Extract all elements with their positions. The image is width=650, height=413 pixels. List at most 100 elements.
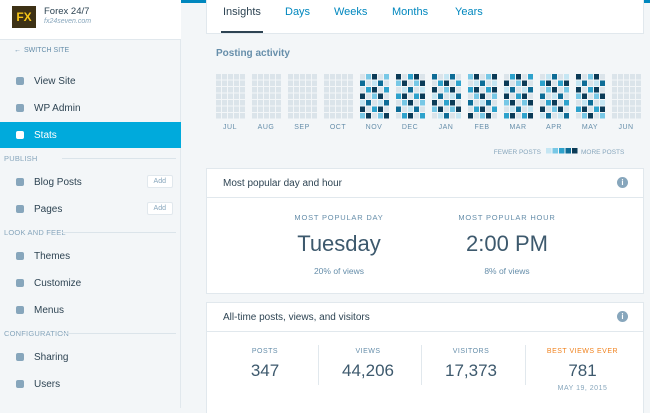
heatmap-cell [612, 106, 617, 112]
add-button[interactable]: Add [146, 175, 173, 188]
nav-item[interactable]: Pages Add [0, 196, 181, 222]
heatmap-cell [258, 106, 263, 112]
nav-item[interactable]: Blog Posts Add [0, 169, 181, 195]
nav-label: View Site [34, 75, 76, 87]
nav-label: Pages [34, 203, 63, 215]
nav-item[interactable]: Sharing [0, 344, 181, 370]
heatmap-cell [276, 80, 281, 86]
add-button[interactable]: Add [146, 202, 173, 215]
hour-value: 2:00 PM [466, 231, 548, 256]
heatmap-cell [330, 113, 335, 119]
heatmap-cell [528, 113, 533, 119]
heatmap-cell [540, 87, 545, 93]
day-label: MOST POPULAR DAY [294, 213, 384, 222]
heatmap-cell [618, 93, 623, 99]
tab[interactable]: Days [285, 6, 311, 18]
heatmap-cell [258, 100, 263, 106]
heatmap-cell [564, 74, 569, 80]
tab[interactable]: Months [392, 6, 429, 18]
heatmap-cell [228, 93, 233, 99]
heatmap-cell [264, 100, 269, 106]
heatmap-cell [588, 106, 593, 112]
heatmap-cell [630, 74, 635, 80]
nav-item[interactable]: View Site [0, 68, 181, 94]
heatmap-cell [270, 87, 275, 93]
heatmap-cell [486, 87, 491, 93]
heatmap-cell [576, 113, 581, 119]
tab[interactable]: Years [455, 6, 483, 18]
heatmap-cell [492, 93, 497, 99]
heatmap-cell [456, 113, 461, 119]
heatmap-cell [408, 106, 413, 112]
heatmap-cell [432, 87, 437, 93]
stat-label: VIEWS [355, 348, 381, 355]
heatmap-cell [468, 106, 473, 112]
info-icon[interactable]: i [617, 311, 628, 322]
heatmap-cell [288, 74, 293, 80]
day-value: Tuesday [297, 231, 381, 256]
tab[interactable]: Weeks [334, 6, 368, 18]
heatmap-cell [486, 93, 491, 99]
heatmap-cell [450, 80, 455, 86]
info-icon[interactable]: i [617, 177, 628, 188]
heatmap-cell [402, 93, 407, 99]
heatmap-cell [222, 80, 227, 86]
heatmap-cell [372, 93, 377, 99]
switch-site[interactable]: ← SWITCH SITE [14, 46, 70, 54]
heatmap-cell [582, 93, 587, 99]
heatmap-cell [588, 80, 593, 86]
heatmap-cell [420, 80, 425, 86]
heatmap-cell [558, 74, 563, 80]
heatmap-cell [264, 106, 269, 112]
heatmap-cell [216, 87, 221, 93]
legend-swatch [552, 148, 558, 154]
nav-icon [16, 104, 24, 112]
heatmap-cell [252, 74, 257, 80]
heatmap-cell [636, 80, 641, 86]
tab[interactable]: Insights [221, 0, 263, 33]
stat-label: POSTS [251, 348, 279, 355]
legend-swatch [572, 148, 578, 154]
heatmap-cell [636, 100, 641, 106]
heatmap-cell [576, 106, 581, 112]
nav-item[interactable]: Stats [0, 122, 181, 148]
heatmap-cell [612, 74, 617, 80]
heatmap-cell [552, 100, 557, 106]
heatmap-cell [618, 113, 623, 119]
heatmap-cell [546, 106, 551, 112]
nav-item[interactable]: Menus [0, 297, 181, 323]
nav-item[interactable]: Customize [0, 270, 181, 296]
heatmap-cell [378, 93, 383, 99]
heatmap-cell [432, 80, 437, 86]
heatmap-cell [516, 93, 521, 99]
heatmap-cell [384, 74, 389, 80]
card-title: Most popular day and hour [223, 178, 342, 189]
heatmap-cell [396, 87, 401, 93]
heatmap-cell [438, 80, 443, 86]
heatmap-cell [516, 80, 521, 86]
heatmap-cell [636, 87, 641, 93]
heatmap-cell [546, 87, 551, 93]
heatmap-cell [396, 100, 401, 106]
heatmap-cell [438, 100, 443, 106]
heatmap-cell [486, 74, 491, 80]
heatmap-cell [360, 113, 365, 119]
heatmap-cell [618, 74, 623, 80]
heatmap-cell [456, 106, 461, 112]
heatmap-cell [312, 87, 317, 93]
heatmap-cell [408, 74, 413, 80]
heatmap-cell [552, 87, 557, 93]
heatmap-cell [288, 106, 293, 112]
heatmap-cell [378, 80, 383, 86]
site-card[interactable]: FX Forex 24/7 fx24seven.com [0, 0, 181, 40]
heatmap-cell [516, 106, 521, 112]
heatmap-cell [216, 106, 221, 112]
heatmap-cell [366, 87, 371, 93]
heatmap-cell [348, 74, 353, 80]
heatmap-cell [582, 80, 587, 86]
heatmap-cell [300, 106, 305, 112]
nav-item[interactable]: Themes [0, 243, 181, 269]
nav-item[interactable]: Users [0, 371, 181, 397]
nav-item[interactable]: WP Admin [0, 95, 181, 121]
